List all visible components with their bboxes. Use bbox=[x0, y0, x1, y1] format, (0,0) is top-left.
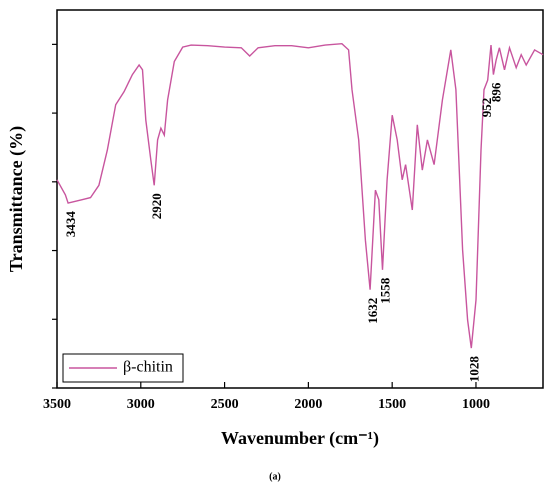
x-tick-label: 3000 bbox=[127, 397, 155, 412]
peak-label: 3434 bbox=[63, 211, 78, 238]
x-axis-label: Wavenumber (cm⁻¹) bbox=[221, 428, 379, 449]
x-tick-label: 3500 bbox=[43, 397, 71, 412]
plot-frame bbox=[56, 9, 544, 389]
caption: (a) bbox=[269, 471, 281, 482]
peak-label: 1558 bbox=[377, 277, 392, 304]
peak-label: 2920 bbox=[149, 193, 164, 219]
x-tick-label: 1000 bbox=[462, 397, 490, 412]
peak-label: 896 bbox=[488, 82, 503, 102]
legend-label: β-chitin bbox=[123, 359, 173, 376]
x-tick-label: 1500 bbox=[378, 397, 406, 412]
x-tick-label: 2500 bbox=[211, 397, 239, 412]
y-axis-label: Transmittance (%) bbox=[6, 126, 27, 272]
spectrum-line bbox=[56, 42, 544, 349]
x-tick-label: 2000 bbox=[294, 397, 322, 412]
peak-label: 1028 bbox=[466, 356, 481, 383]
peak-label: 952 bbox=[479, 98, 494, 118]
peak-label: 1632 bbox=[365, 298, 380, 324]
